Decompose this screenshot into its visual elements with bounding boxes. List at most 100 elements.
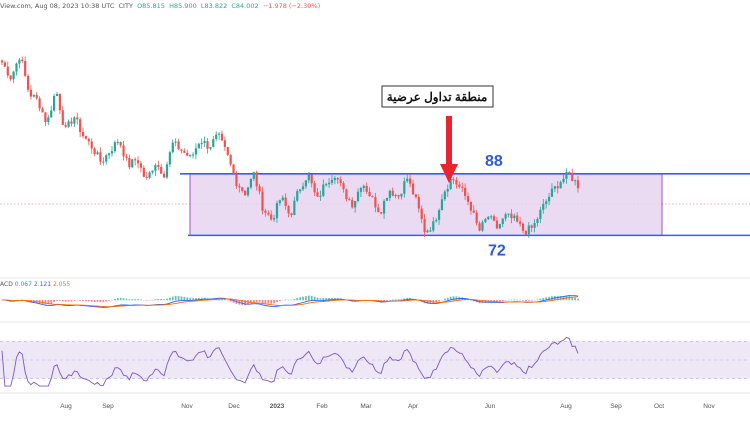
candle-body: [432, 221, 435, 231]
candle-body: [105, 155, 108, 162]
candle-body: [287, 206, 290, 214]
candle-body: [571, 172, 574, 181]
candle-body: [435, 219, 438, 222]
candle-body: [194, 148, 198, 155]
macd-histogram-bar: [504, 300, 507, 301]
macd-histogram-bar: [472, 300, 475, 302]
candle-body: [576, 180, 580, 189]
candle-body: [299, 189, 302, 192]
macd-histogram-bar: [536, 299, 539, 301]
candle-body: [200, 142, 203, 144]
candle-body: [382, 200, 386, 214]
macd-histogram-bar: [47, 300, 50, 305]
candle-body: [41, 108, 44, 113]
macd-histogram-bar: [435, 300, 438, 303]
macd-histogram-bar: [287, 299, 290, 301]
candle-body: [545, 201, 548, 204]
macd-histogram-bar: [56, 300, 58, 301]
candle-body: [559, 182, 562, 189]
candle-body: [113, 142, 116, 152]
macd-histogram-bar: [325, 298, 328, 301]
candle-body: [325, 184, 328, 186]
candle-body: [157, 165, 160, 167]
candle-body: [371, 196, 374, 198]
macd-histogram-bar: [403, 298, 406, 301]
macd-histogram-bar: [122, 298, 125, 301]
macd-histogram-bar: [498, 300, 501, 302]
macd-histogram-bar: [70, 300, 73, 302]
macd-histogram-bar: [293, 299, 296, 301]
candle-body: [235, 173, 238, 187]
macd-histogram-bar: [310, 295, 313, 301]
candle-body: [162, 173, 166, 178]
candle-body: [252, 172, 255, 179]
macd-histogram-bar: [429, 300, 432, 304]
macd-histogram-bar: [250, 300, 252, 304]
candle-body: [186, 152, 189, 156]
candle-body: [61, 110, 64, 125]
candle-body: [284, 197, 287, 207]
candle-body: [464, 187, 467, 197]
x-tick-label: Nov: [181, 403, 193, 410]
candle-body: [495, 220, 499, 229]
candle-body: [385, 197, 389, 201]
candle-body: [102, 161, 105, 163]
annotation-text: منطقة تداول عرضية: [387, 90, 488, 105]
x-tick-label: Sep: [610, 403, 622, 410]
macd-histogram-bar: [85, 300, 87, 302]
candle-body: [397, 195, 400, 197]
macd-histogram-bar: [426, 300, 429, 304]
macd-histogram-bar: [79, 300, 82, 301]
candle-body: [565, 171, 568, 179]
macd-histogram-bar: [319, 298, 322, 301]
macd-histogram-bar: [501, 300, 504, 302]
candle-body: [84, 136, 88, 139]
macd-histogram-bar: [134, 299, 137, 301]
macd-histogram-bar: [128, 299, 131, 301]
x-tick-label: 2023: [270, 403, 285, 410]
candle-body: [553, 186, 556, 189]
macd-histogram-bar: [302, 296, 304, 301]
candle-body: [32, 94, 35, 97]
candle-body: [539, 209, 542, 220]
candle-body: [134, 159, 137, 161]
candle-body: [481, 222, 484, 231]
candle-body: [26, 75, 30, 90]
macd-histogram-bar: [116, 298, 119, 301]
macd-histogram-bar: [328, 298, 330, 301]
down-arrow: [440, 116, 458, 183]
candle-body: [466, 196, 470, 202]
candle-body: [171, 142, 174, 153]
candle-body: [12, 71, 15, 80]
macd-histogram-bar: [102, 300, 105, 303]
candle-body: [44, 112, 47, 123]
macd-histogram-bar: [513, 299, 516, 301]
candle-body: [226, 147, 229, 155]
x-tick-label: Nov: [703, 403, 715, 410]
candle-body: [267, 212, 270, 215]
macd-histogram-bar: [145, 300, 148, 301]
candle-body: [510, 213, 513, 219]
level-label-72: 72: [488, 242, 506, 259]
candle-body: [168, 152, 171, 165]
candle-body: [229, 154, 232, 165]
candle-body: [513, 215, 516, 219]
macd-histogram-bar: [105, 300, 108, 302]
candle-body: [47, 117, 50, 123]
macd-histogram-bar: [160, 299, 163, 301]
candle-body: [90, 141, 93, 149]
macd-value-3: 2.055: [52, 281, 71, 288]
candle-body: [249, 178, 253, 188]
candle-body: [516, 215, 519, 222]
candle-body: [50, 110, 53, 118]
candle-body: [223, 140, 226, 148]
macd-histogram-bar: [313, 296, 316, 301]
candle-body: [290, 213, 293, 215]
candle-body: [556, 186, 559, 189]
candle-body: [246, 187, 250, 196]
macd-histogram-bar: [195, 298, 197, 301]
candle-body: [125, 156, 128, 158]
macd-histogram-bar: [177, 296, 180, 301]
macd-histogram-bar: [53, 300, 56, 302]
